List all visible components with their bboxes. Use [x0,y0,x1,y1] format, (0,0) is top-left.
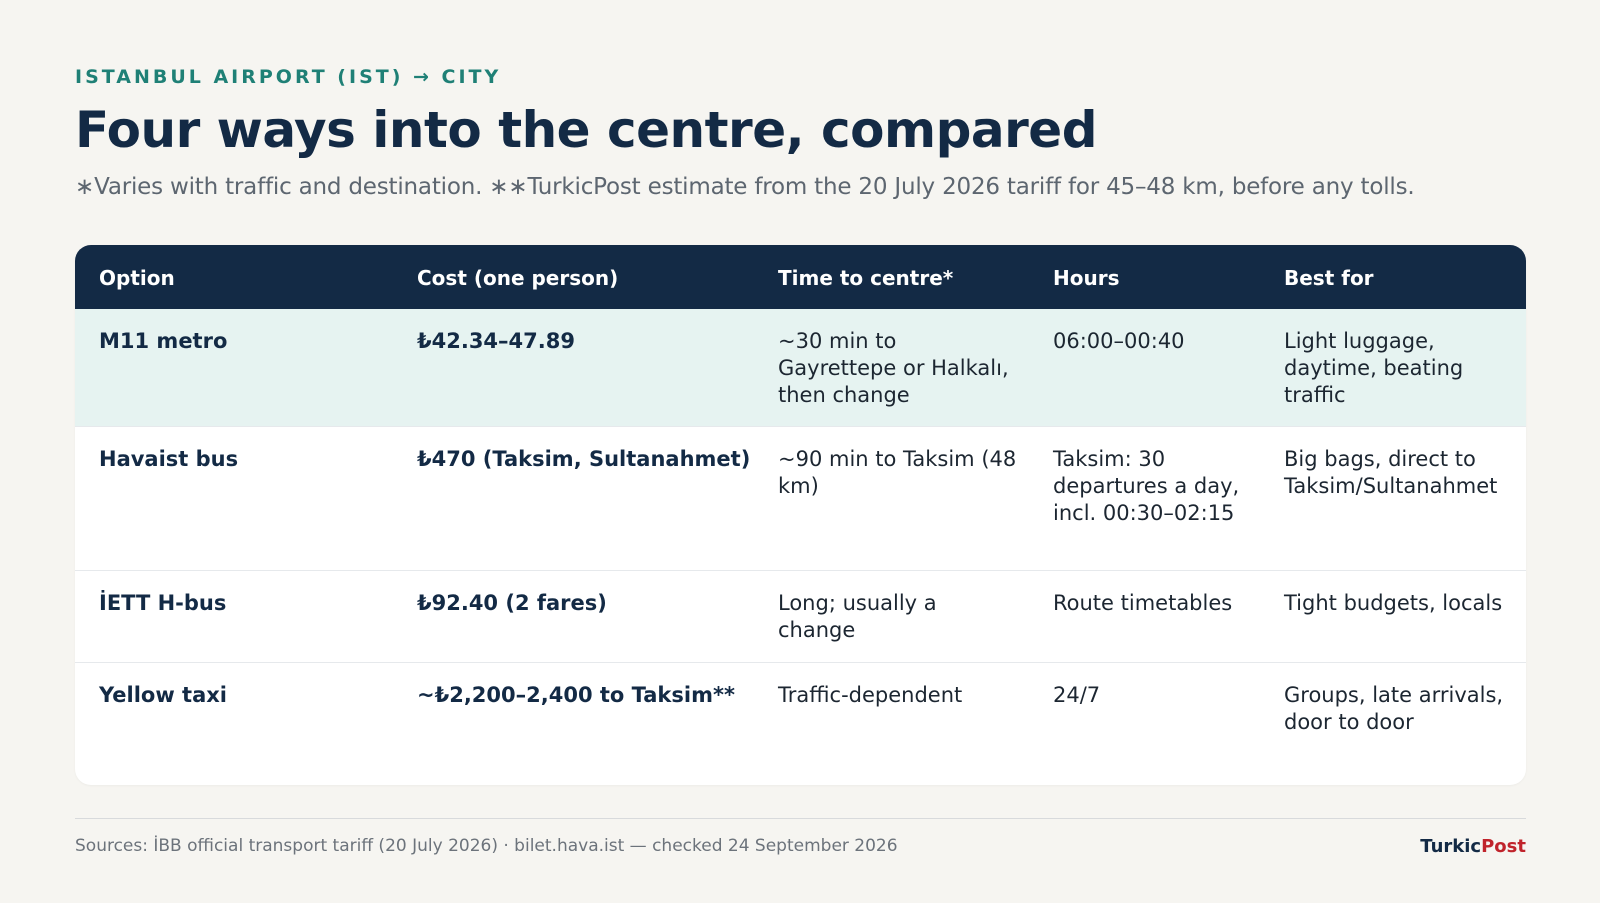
cell-best-for: Groups, late arrivals, door to door [1284,683,1504,734]
cell-hours: Route timetables [1053,591,1233,615]
sources-note: Sources: İBB official transport tariff (… [75,836,898,856]
table-row: Havaist bus ₺470 (Taksim, Sultanahmet) ~… [75,427,1526,571]
column-header-option: Option [99,266,175,290]
cell-cost: ~₺2,200–2,400 to Taksim** [417,683,735,707]
table-row: İETT H-bus ₺92.40 (2 fares) Long; usuall… [75,571,1526,663]
subtitle-footnote: ∗Varies with traffic and destination. ∗∗… [75,174,1415,200]
table-row: M11 metro ₺42.34–47.89 ~30 min to Gayret… [75,309,1526,427]
cell-time: ~30 min to Gayrettepe or Halkalı, then c… [778,329,1009,407]
table-header: Option Cost (one person) Time to centre*… [75,245,1526,309]
cell-option: M11 metro [99,329,228,353]
brand-logo-part-1: Turkic [1420,836,1482,857]
page-title: Four ways into the centre, compared [75,101,1098,159]
infographic: ISTANBUL AIRPORT (IST) → CITY Four ways … [75,0,1526,903]
cell-option: İETT H-bus [99,591,227,615]
cell-hours: Taksim: 30 departures a day, incl. 00:30… [1053,447,1240,525]
table-row: Yellow taxi ~₺2,200–2,400 to Taksim** Tr… [75,663,1526,785]
column-header-best-for: Best for [1284,266,1374,290]
cell-cost: ₺42.34–47.89 [417,329,575,353]
column-header-cost: Cost (one person) [417,266,619,290]
brand-logo: TurkicPost [1420,836,1526,857]
kicker: ISTANBUL AIRPORT (IST) → CITY [75,66,502,88]
cell-hours: 24/7 [1053,683,1101,707]
cell-cost: ₺470 (Taksim, Sultanahmet) [417,447,751,471]
cell-option: Havaist bus [99,447,239,471]
cell-time: ~90 min to Taksim (48 km) [778,447,1017,498]
cell-time: Long; usually a change [778,591,937,642]
column-header-time: Time to centre* [778,266,954,290]
cell-best-for: Big bags, direct to Taksim/Sultanahmet [1284,447,1498,498]
footer-divider [75,818,1526,819]
brand-logo-part-2: Post [1481,836,1526,857]
comparison-table: Option Cost (one person) Time to centre*… [75,245,1526,785]
cell-option: Yellow taxi [99,683,228,707]
cell-hours: 06:00–00:40 [1053,329,1185,353]
cell-time: Traffic-dependent [778,683,963,707]
cell-cost: ₺92.40 (2 fares) [417,591,607,615]
column-header-hours: Hours [1053,266,1120,290]
cell-best-for: Tight budgets, locals [1284,591,1503,615]
cell-best-for: Light luggage, daytime, beating traffic [1284,329,1464,407]
